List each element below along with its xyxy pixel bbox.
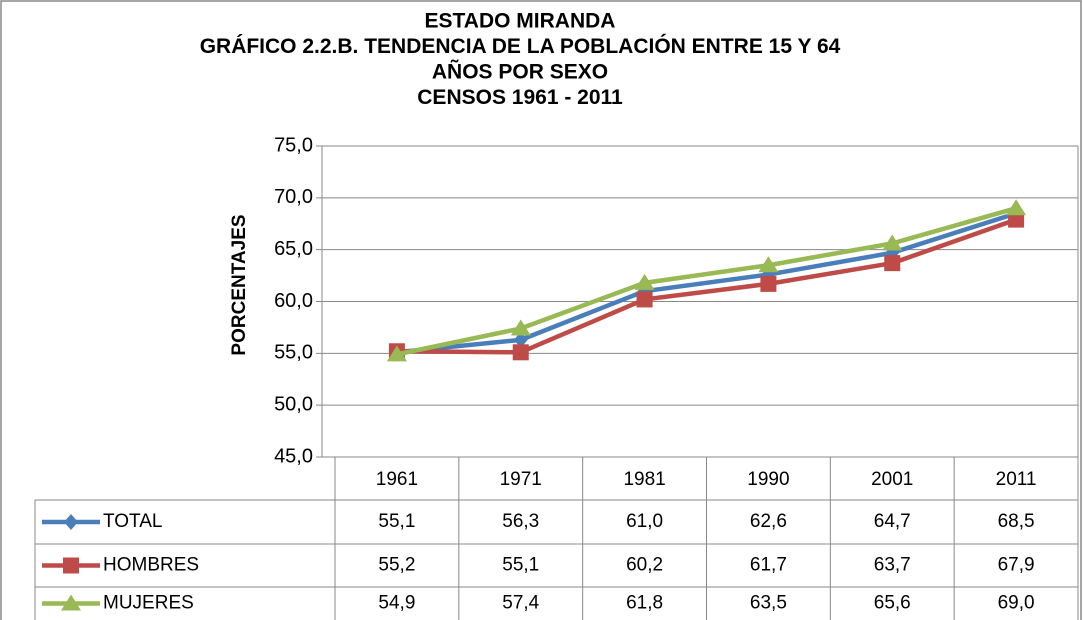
table-cell: 61,0 (626, 511, 663, 532)
table-cell: 55,1 (502, 555, 539, 576)
marker (760, 275, 777, 292)
table-cell: 61,7 (750, 555, 787, 576)
chart-title: CENSOS 1961 - 2011 (417, 86, 623, 109)
legend-label: HOMBRES (103, 555, 199, 576)
series-line (396, 206, 1017, 357)
series-line (396, 217, 1017, 355)
x-tick-label: 1961 (376, 469, 418, 490)
table-cell: 62,6 (750, 511, 787, 532)
marker (884, 255, 901, 272)
marker (1008, 211, 1025, 228)
marker (882, 234, 903, 251)
table-cell: 60,2 (626, 555, 663, 576)
x-tick-label: 1981 (623, 469, 665, 490)
chart-title: ESTADO MIRANDA (425, 10, 616, 33)
table-cell: 54,9 (378, 593, 415, 614)
chart-title: GRÁFICO 2.2.B. TENDENCIA DE LA POBLACIÓN… (200, 34, 841, 58)
y-tick-label: 50,0 (274, 393, 313, 415)
table-cell: 63,7 (874, 555, 911, 576)
x-tick-label: 2011 (996, 469, 1037, 490)
marker (64, 514, 78, 530)
x-tick-label: 2001 (871, 469, 913, 490)
y-tick-label: 55,0 (274, 342, 313, 364)
table-cell: 67,9 (998, 555, 1035, 576)
marker (63, 557, 79, 574)
table-cell: 55,1 (378, 511, 415, 532)
y-tick-label: 45,0 (274, 445, 313, 467)
marker (634, 273, 655, 290)
marker (1006, 199, 1027, 216)
table-cell: 65,6 (874, 593, 911, 614)
marker (386, 345, 407, 362)
y-axis-label: PORCENTAJES (229, 214, 250, 355)
table-cell: 68,5 (998, 511, 1035, 532)
series-line (396, 211, 1017, 355)
y-tick-label: 60,0 (274, 290, 313, 312)
marker (510, 319, 531, 336)
legend-label: MUJERES (103, 593, 194, 614)
y-tick-label: 75,0 (274, 134, 313, 156)
y-tick-label: 70,0 (274, 186, 313, 208)
marker (636, 291, 653, 308)
marker (758, 256, 779, 273)
table-cell: 69,0 (998, 593, 1035, 614)
legend-label: TOTAL (103, 511, 162, 532)
marker (513, 331, 528, 348)
marker (512, 344, 529, 361)
table-cell: 57,4 (502, 593, 539, 614)
x-tick-label: 1971 (500, 469, 542, 490)
chart-title: AÑOS POR SEXO (432, 61, 608, 84)
table-cell: 56,3 (502, 511, 539, 532)
table-cell: 64,7 (874, 511, 911, 532)
table-cell: 61,8 (626, 593, 663, 614)
marker (61, 594, 81, 611)
table-cell: 63,5 (750, 593, 787, 614)
x-tick-label: 1990 (747, 469, 789, 490)
y-tick-label: 65,0 (274, 238, 313, 260)
table-cell: 55,2 (378, 555, 415, 576)
